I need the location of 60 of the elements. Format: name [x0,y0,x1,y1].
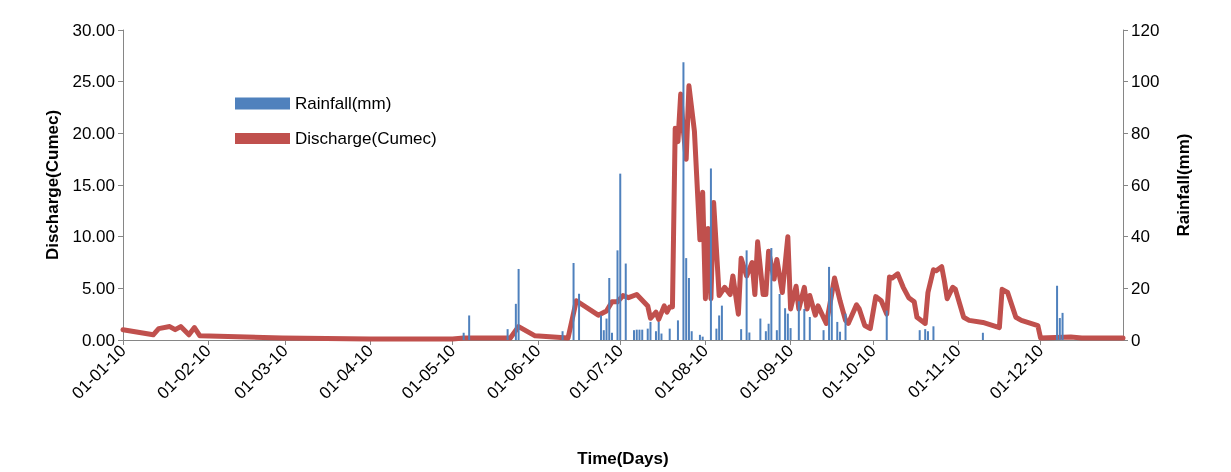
bar [649,321,652,340]
bar [468,315,471,340]
bar [608,278,611,340]
y2-tick-label: 80 [1131,123,1150,143]
y-axis-title: Discharge(Cumec) [43,109,62,261]
bar [1056,285,1059,340]
bar [844,313,847,340]
y2-tick-label: 60 [1131,175,1150,195]
bar [506,329,509,340]
y2-tick-label: 0 [1131,330,1141,350]
y-tick-label: 30.00 [72,20,115,40]
bar [836,321,839,340]
legend-label: Discharge(Cumec) [295,129,437,148]
bar [682,62,685,340]
y2-tick-label: 100 [1131,72,1160,92]
bar [981,332,984,340]
bar [828,266,831,340]
y2-tick-label: 40 [1131,227,1150,247]
bar [932,326,935,340]
bar [745,250,748,340]
bar [624,263,627,340]
bar [561,331,564,340]
bar [635,329,638,340]
bar [822,330,825,340]
y2-tick-label: 120 [1131,20,1160,40]
bar [770,248,773,340]
y2-tick-label: 20 [1131,278,1150,298]
bar [803,309,806,340]
y-tick-label: 25.00 [72,72,115,92]
bar [572,263,575,340]
bar [632,330,635,340]
y-tick-label: 20.00 [72,123,115,143]
y-tick-label: 15.00 [72,175,115,195]
y-tick-label: 0.00 [81,330,115,350]
bar [784,308,787,340]
bar [709,168,712,340]
bar [885,310,888,340]
bar [668,328,671,340]
legend-label: Rainfall(mm) [295,94,392,113]
y2-axis-title: Rainfall(mm) [1174,133,1193,237]
bar [778,294,781,340]
bar [619,173,622,340]
bar [1061,312,1064,340]
y-tick-label: 5.00 [81,278,115,298]
bar [918,330,921,340]
bar [578,293,581,340]
bar [797,301,800,340]
bar [740,329,743,340]
bar [638,329,641,340]
bar [517,268,520,340]
bar [600,315,603,340]
bar [808,317,811,340]
y-tick-label: 10.00 [72,227,115,247]
bar [641,329,644,340]
bar [720,305,723,340]
bar [676,320,679,340]
bar [657,321,660,340]
x-axis-title: Time(Days) [577,449,669,468]
bar [759,318,762,340]
bar [462,332,465,340]
